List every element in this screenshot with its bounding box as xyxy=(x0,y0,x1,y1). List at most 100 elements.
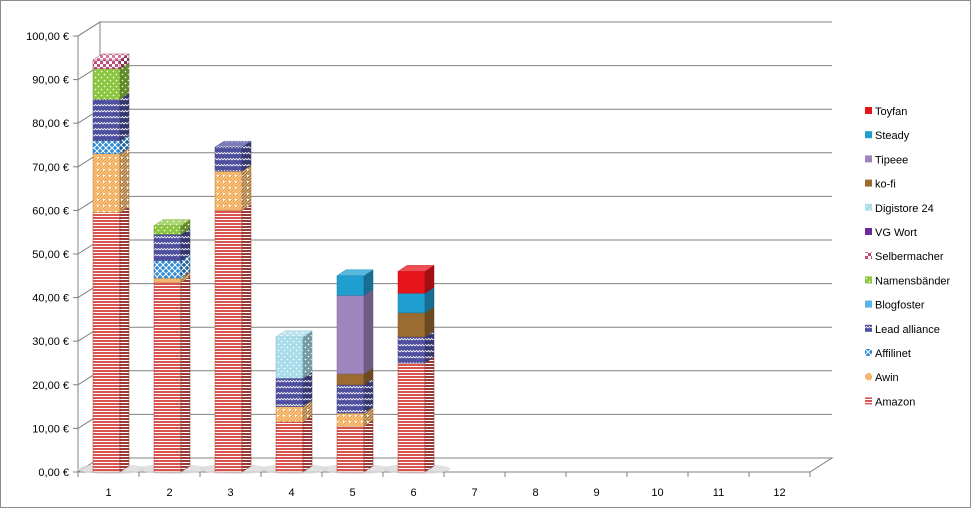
bar-segment-namensbander xyxy=(153,219,191,235)
legend-swatch xyxy=(865,397,872,405)
gridline xyxy=(77,195,832,211)
y-tick-label: 10,00 € xyxy=(32,423,69,435)
bar-stack-2 xyxy=(138,219,207,474)
bar-segment-awin xyxy=(214,164,252,211)
legend-item-vg-wort: VG Wort xyxy=(865,227,917,239)
legend-label: ko-fi xyxy=(875,179,896,191)
bar-segment-amazon xyxy=(336,419,374,473)
bar-segment-digistore-24 xyxy=(275,330,313,379)
legend-swatch xyxy=(865,155,872,163)
legend-label: Namensbänder xyxy=(875,275,951,287)
legend-swatch xyxy=(865,203,872,211)
legend-item-namensbander: Namensbänder xyxy=(865,275,951,287)
y-tick-label: 70,00 € xyxy=(32,162,69,174)
bar-segment-selbermacher xyxy=(92,53,130,70)
x-tick-label: 10 xyxy=(651,487,663,499)
legend-item-selbermacher: Selbermacher xyxy=(865,251,944,263)
x-tick-label: 8 xyxy=(532,487,538,499)
bar-segment-amazon xyxy=(397,356,435,473)
y-tick-label: 60,00 € xyxy=(32,205,69,217)
legend-swatch xyxy=(865,252,872,260)
legend-swatch xyxy=(865,349,872,356)
legend-swatch xyxy=(865,107,872,114)
bar-stacks xyxy=(77,53,451,474)
gridline xyxy=(77,326,832,342)
x-tick-label: 3 xyxy=(227,487,233,499)
legend-label: Selbermacher xyxy=(875,251,944,263)
y-tick-label: 80,00 € xyxy=(32,118,69,130)
x-tick-label: 11 xyxy=(713,487,724,499)
y-axis-tick-labels: 0,00 € 10,00 € 20,00 € 30,00 € 40,00 € 50,00 … xyxy=(26,31,69,479)
gridline xyxy=(77,283,832,299)
legend-swatch xyxy=(865,179,872,187)
bar-segment-lead-alliance xyxy=(214,140,252,172)
chart-walls xyxy=(76,21,834,473)
gridline xyxy=(77,370,832,386)
legend-label: Awin xyxy=(875,372,899,384)
x-tick-label: 5 xyxy=(349,487,355,499)
legend-item-affilinet: Affilinet xyxy=(865,348,911,360)
legend-swatch xyxy=(865,373,872,381)
legend-label: Steady xyxy=(875,130,910,142)
bar-stack-3 xyxy=(199,140,268,474)
gridline xyxy=(77,239,832,255)
legend-item-awin: Awin xyxy=(865,372,899,384)
x-tick-label: 6 xyxy=(410,487,416,499)
gridline xyxy=(77,21,832,37)
gridline xyxy=(77,413,832,429)
y-tick-label: 0,00 € xyxy=(38,467,69,479)
legend-item-tipeee: Tipeee xyxy=(865,154,908,166)
legend-label: Digistore 24 xyxy=(875,203,934,215)
bar-segment-lead-alliance xyxy=(92,92,130,142)
y-tick-label: 100,00 € xyxy=(26,31,69,43)
legend-swatch xyxy=(865,228,872,235)
bar-segment-steady xyxy=(336,269,374,296)
bar-segment-toyfan xyxy=(397,264,435,294)
bar-stack-6 xyxy=(382,264,451,474)
legend-item-lead-alliance: Lead alliance xyxy=(865,324,940,336)
x-axis-tick-labels: 1 2 3 4 5 6 7 8 9 10 11 12 xyxy=(77,471,811,499)
bar-stack-1 xyxy=(77,53,146,474)
bar-segment-amazon xyxy=(153,275,191,473)
legend-label: Toyfan xyxy=(875,106,907,118)
legend-label: Amazon xyxy=(875,396,915,408)
bar-segment-amazon xyxy=(214,203,252,473)
legend-swatch xyxy=(865,276,872,284)
legend-swatch xyxy=(865,300,872,308)
x-tick-label: 12 xyxy=(773,487,785,499)
x-tick-label: 4 xyxy=(288,487,294,499)
y-tick-label: 40,00 € xyxy=(32,293,69,305)
gridline xyxy=(77,65,832,81)
y-tick-label: 90,00 € xyxy=(32,75,69,87)
legend-label: Blogfoster xyxy=(875,300,925,312)
legend-swatch xyxy=(865,131,872,139)
legend-item-ko-fi: ko-fi xyxy=(865,179,896,191)
bar-segment-tipeee xyxy=(336,288,374,375)
bar-segment-amazon xyxy=(275,415,313,473)
gridline xyxy=(77,108,832,124)
legend-label: Tipeee xyxy=(875,154,908,166)
legend-label: Lead alliance xyxy=(875,324,940,336)
legend-item-steady: Steady xyxy=(865,130,910,142)
legend-item-amazon: Amazon xyxy=(865,396,915,408)
x-tick-label: 7 xyxy=(471,487,477,499)
gridline xyxy=(77,152,832,168)
legend-label: VG Wort xyxy=(875,227,917,239)
y-tick-label: 50,00 € xyxy=(32,249,69,261)
bar-stack-5 xyxy=(321,269,390,474)
bar-stack-4 xyxy=(260,330,329,474)
legend-item-blogfoster: Blogfoster xyxy=(865,300,925,312)
bar-segment-amazon xyxy=(92,206,130,473)
y-tick-label: 20,00 € xyxy=(32,380,69,392)
legend-item-digistore-24: Digistore 24 xyxy=(865,203,934,215)
x-tick-label: 2 xyxy=(166,487,172,499)
x-tick-label: 1 xyxy=(105,487,111,499)
legend-item-toyfan: Toyfan xyxy=(865,106,907,118)
y-tick-label: 30,00 € xyxy=(32,336,69,348)
legend-label: Affilinet xyxy=(875,348,911,360)
x-tick-label: 9 xyxy=(593,487,599,499)
bar-segment-awin xyxy=(92,147,130,214)
legend-swatch xyxy=(865,324,872,332)
